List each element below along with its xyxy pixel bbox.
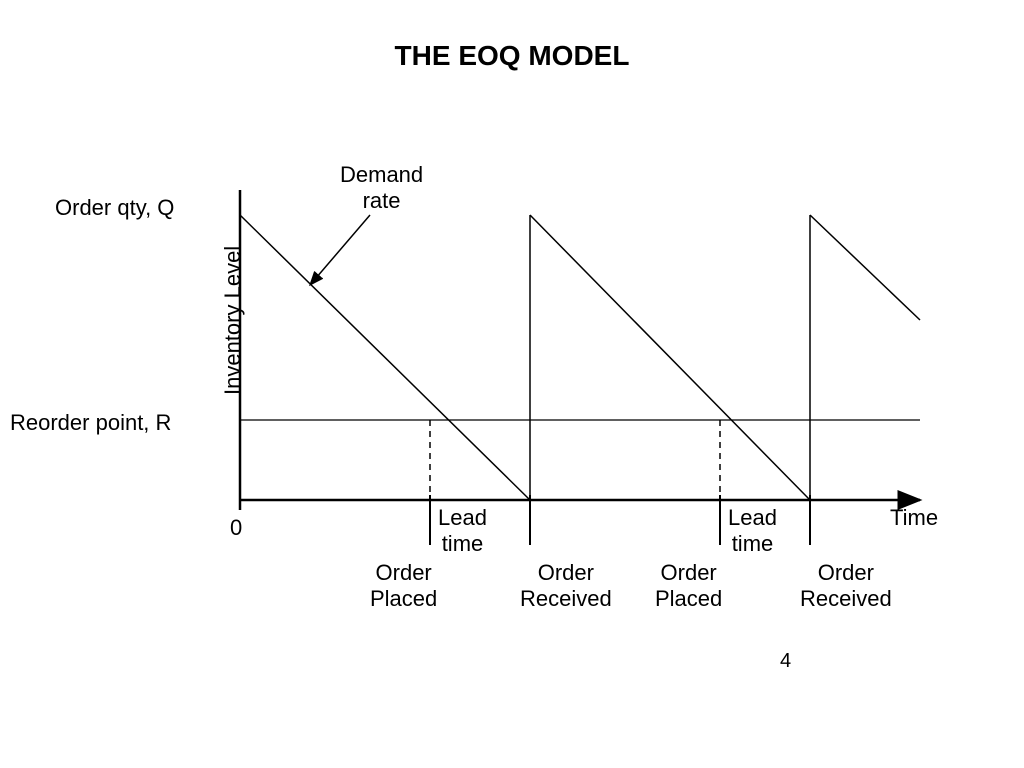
- eoq-chart: [0, 0, 1024, 768]
- demand-rate-arrow: [310, 215, 370, 285]
- sawtooth-decline: [240, 215, 530, 500]
- sawtooth-decline: [810, 215, 920, 320]
- lead-time-label: Lead time: [438, 505, 487, 557]
- order-received-label: Order Received: [800, 560, 892, 612]
- x-axis-label: Time: [890, 505, 938, 531]
- order-placed-label: Order Placed: [370, 560, 437, 612]
- order-placed-label: Order Placed: [655, 560, 722, 612]
- sawtooth-decline: [530, 215, 810, 500]
- page-number: 4: [780, 650, 791, 673]
- demand-rate-label: Demand rate: [340, 162, 423, 214]
- order-received-label: Order Received: [520, 560, 612, 612]
- y-axis-label: Inventory Level: [220, 246, 246, 395]
- order-qty-label: Order qty, Q: [55, 195, 174, 221]
- origin-label: 0: [230, 515, 242, 541]
- reorder-point-label: Reorder point, R: [10, 410, 171, 436]
- lead-time-label: Lead time: [728, 505, 777, 557]
